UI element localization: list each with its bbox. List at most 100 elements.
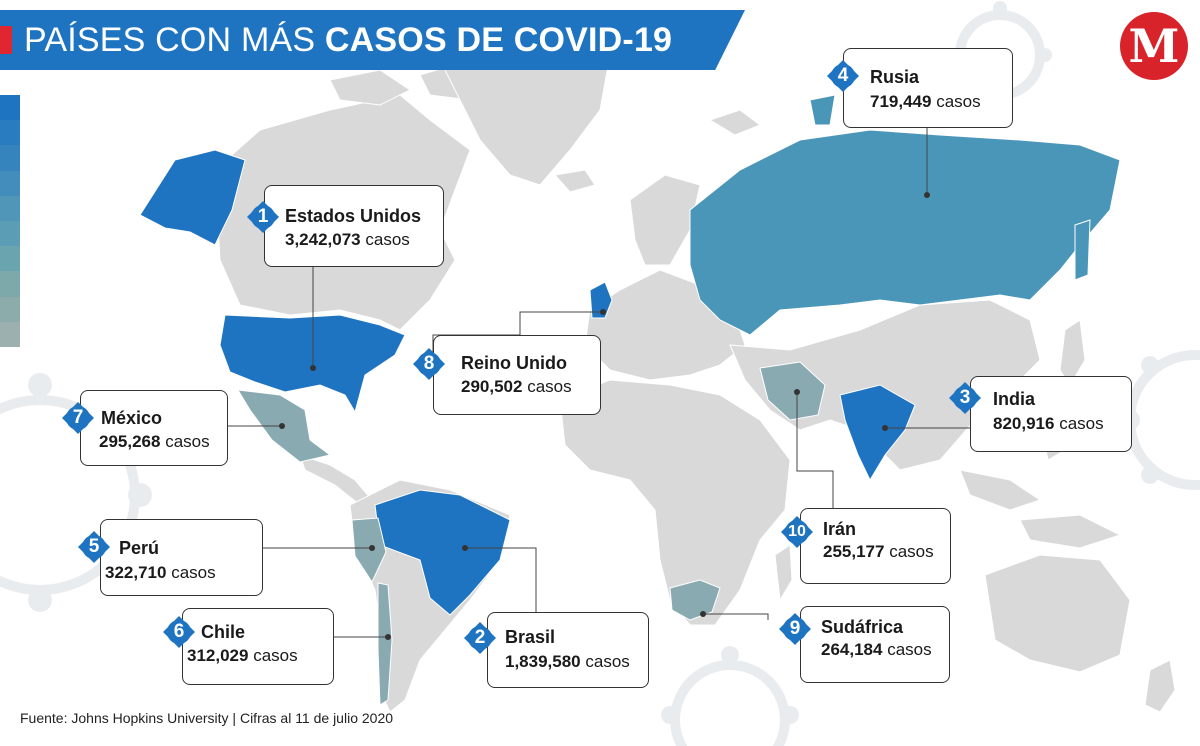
legend-swatch (0, 170, 20, 196)
country-brazil (374, 489, 511, 616)
rank-number: 5 (88, 536, 100, 557)
callout-iran: Irán 255,177 casos (800, 508, 951, 584)
country-cases: 312,029 casos (187, 646, 298, 666)
title-bold: CASOS DE COVID-19 (324, 21, 673, 59)
callout-sudafrica: Sudáfrica 264,184 casos (800, 606, 950, 683)
legend-swatch (0, 321, 20, 347)
cases-unit: casos (1059, 414, 1104, 433)
legend-swatch (0, 95, 20, 121)
cases-number: 312,029 (187, 646, 249, 665)
country-india (839, 384, 916, 482)
country-name: Reino Unido (461, 353, 567, 373)
country-name: Irán (823, 519, 857, 539)
country-uk (589, 281, 613, 319)
legend-swatch (0, 120, 20, 146)
cases-number: 264,184 (821, 640, 883, 659)
cases-unit: casos (585, 652, 630, 671)
rank-badge: 6 (162, 615, 196, 649)
cases-unit: casos (936, 92, 981, 111)
country-cases: 322,710 casos (105, 563, 216, 583)
rank-badge: 10 (780, 515, 814, 549)
country-russia (689, 129, 1121, 336)
legend-swatch (0, 296, 20, 322)
milenio-logo: M (1120, 12, 1188, 80)
cases-number: 290,502 (461, 377, 523, 396)
rank-number: 9 (789, 618, 801, 639)
country-cases: 3,242,073 casos (285, 230, 410, 250)
rank-number: 4 (837, 65, 849, 86)
country-cases: 295,268 casos (99, 432, 210, 452)
cases-number: 820,916 (993, 414, 1055, 433)
country-name: India (993, 389, 1036, 409)
country-alaska (139, 149, 246, 246)
rank-number: 7 (72, 407, 84, 428)
cases-unit: casos (527, 377, 572, 396)
cases-unit: casos (171, 563, 216, 582)
country-cases: 1,839,580 casos (505, 652, 630, 672)
rank-badge: 7 (61, 401, 95, 435)
cases-number: 3,242,073 (285, 230, 361, 249)
country-south-africa (669, 579, 721, 621)
country-cases: 255,177 casos (823, 542, 934, 562)
source-note: Fuente: Johns Hopkins University | Cifra… (20, 710, 394, 726)
rank-badge: 8 (412, 347, 446, 381)
rank-badge: 9 (778, 612, 812, 646)
cases-number: 322,710 (105, 563, 167, 582)
callout-chile: Chile 312,029 casos (182, 608, 334, 685)
legend-swatch (0, 271, 20, 297)
country-iran (759, 361, 826, 421)
callout-estados-unidos: Estados Unidos 3,242,073 casos (264, 185, 444, 267)
rank-number: 8 (423, 353, 435, 374)
callout-peru: Perú 322,710 casos (100, 519, 263, 596)
rank-badge: 5 (77, 530, 111, 564)
country-name: Chile (201, 622, 246, 642)
title-normal: PAÍSES CON MÁS (24, 21, 316, 59)
legend-swatch (0, 220, 20, 247)
cases-number: 255,177 (823, 542, 885, 561)
country-name: Sudáfrica (821, 617, 904, 637)
color-scale-legend (0, 95, 20, 347)
rank-badge: 4 (826, 59, 860, 93)
cases-unit: casos (365, 230, 410, 249)
rank-badge: 2 (463, 621, 497, 655)
cases-unit: casos (253, 646, 298, 665)
cases-unit: casos (887, 640, 932, 659)
country-name: México (101, 408, 163, 428)
cases-unit: casos (165, 432, 210, 451)
rank-badge: 3 (948, 381, 982, 415)
title-banner: PAÍSES CON MÁS CASOS DE COVID-19 (0, 10, 745, 70)
title-background (0, 10, 745, 70)
cases-number: 295,268 (99, 432, 161, 451)
legend-swatch (0, 195, 20, 221)
cases-number: 719,449 (870, 92, 932, 111)
country-cases: 290,502 casos (461, 377, 572, 397)
callout-mexico: México 295,268 casos (80, 390, 228, 466)
country-cases: 820,916 casos (993, 414, 1104, 434)
rank-number: 1 (257, 206, 269, 227)
page-title: PAÍSES CON MÁS CASOS DE COVID-19 (24, 18, 672, 62)
country-peru (351, 517, 387, 584)
cases-unit: casos (889, 542, 934, 561)
title-accent-bar (0, 26, 12, 54)
leader-lines (228, 125, 970, 638)
rank-number: 10 (788, 523, 806, 540)
country-name: Estados Unidos (285, 206, 422, 226)
legend-swatch (0, 145, 20, 171)
rank-number: 3 (959, 387, 971, 408)
country-name: Perú (119, 538, 160, 558)
rank-badge: 1 (246, 200, 280, 234)
country-cases: 264,184 casos (821, 640, 932, 660)
callout-reino-unido: Reino Unido 290,502 casos (433, 335, 601, 415)
callout-rusia: Rusia 719,449 casos (843, 48, 1013, 128)
callout-india: India 820,916 casos (970, 376, 1132, 452)
country-cases: 719,449 casos (870, 92, 981, 112)
cases-number: 1,839,580 (505, 652, 581, 671)
callout-brasil: Brasil 1,839,580 casos (487, 612, 649, 688)
country-chile (377, 582, 393, 706)
rank-number: 6 (173, 621, 185, 642)
legend-swatch (0, 246, 20, 272)
country-name: Rusia (870, 67, 920, 87)
rank-number: 2 (474, 627, 486, 648)
